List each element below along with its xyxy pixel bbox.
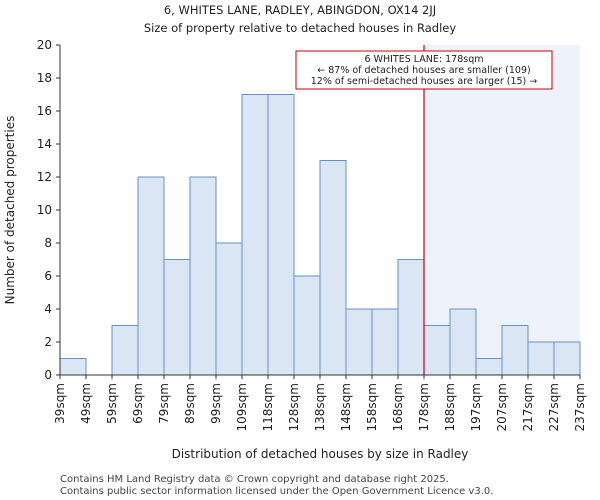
- x-tick-label: 59sqm: [105, 383, 119, 424]
- bar-99sqm: [215, 242, 243, 376]
- x-tick-label: 39sqm: [53, 383, 67, 424]
- y-tick-label: 6: [44, 269, 52, 283]
- annotation-box: 6 WHITES LANE: 178sqm ← 87% of detached …: [295, 50, 553, 90]
- bar-69sqm: [137, 176, 165, 376]
- y-tick-label: 8: [44, 236, 52, 250]
- bar-89sqm: [189, 176, 217, 376]
- footer-line-2: Contains public sector information licen…: [60, 486, 493, 497]
- y-tick-label: 4: [44, 302, 52, 316]
- y-ticks: 0 2 4 6 8 10 12 14 16 18 20: [37, 38, 60, 382]
- x-tick-label: 197sqm: [469, 383, 483, 431]
- x-tick-label: 49sqm: [79, 383, 93, 424]
- y-tick-label: 12: [37, 170, 52, 184]
- x-tick-label: 178sqm: [417, 383, 431, 431]
- bar-79sqm: [163, 259, 191, 376]
- y-tick-label: 18: [37, 71, 52, 85]
- annotation-border: [295, 50, 553, 90]
- y-tick-label: 20: [37, 38, 52, 52]
- y-tick-label: 0: [44, 368, 52, 382]
- x-tick-label: 188sqm: [443, 383, 457, 431]
- bar-227sqm: [553, 341, 581, 376]
- y-tick-label: 2: [44, 335, 52, 349]
- bar-138sqm: [319, 160, 347, 376]
- x-tick-label: 227sqm: [547, 383, 561, 431]
- y-tick-label: 14: [37, 137, 52, 151]
- x-tick-label: 217sqm: [521, 383, 535, 431]
- x-ticks: 39sqm 49sqm 59sqm 69sqm 79sqm 89sqm 99sqm 109sq…: [53, 375, 587, 431]
- y-tick-label: 10: [37, 203, 52, 217]
- x-tick-label: 99sqm: [209, 383, 223, 424]
- bar-207sqm: [501, 325, 529, 376]
- bar-197sqm: [475, 358, 503, 376]
- x-tick-label: 79sqm: [157, 383, 171, 424]
- annotation-line-2: ← 87% of detached houses are smaller (10…: [317, 65, 530, 76]
- x-tick-label: 138sqm: [313, 383, 327, 431]
- x-tick-label: 89sqm: [183, 383, 197, 424]
- bar-109sqm: [241, 94, 269, 376]
- bar-59sqm: [111, 325, 139, 376]
- y-tick-label: 16: [37, 104, 52, 118]
- annotation-line-1: 6 WHITES LANE: 178sqm: [365, 54, 484, 65]
- x-tick-label: 168sqm: [391, 383, 405, 431]
- chart-title: 6, WHITES LANE, RADLEY, ABINGDON, OX14 2…: [164, 3, 436, 17]
- bar-118sqm: [267, 94, 295, 376]
- footer-line-1: Contains HM Land Registry data © Crown c…: [60, 474, 449, 485]
- bar-217sqm: [527, 341, 555, 376]
- bar-178sqm: [423, 325, 451, 376]
- bars: [59, 94, 581, 376]
- bar-39sqm: [59, 358, 87, 376]
- chart-subtitle: Size of property relative to detached ho…: [144, 21, 457, 35]
- bar-158sqm: [371, 308, 399, 376]
- bar-188sqm: [449, 308, 477, 376]
- x-tick-label: 69sqm: [131, 383, 145, 424]
- x-tick-label: 237sqm: [573, 383, 587, 431]
- bar-148sqm: [345, 308, 373, 376]
- x-tick-label: 118sqm: [261, 383, 275, 431]
- bar-168sqm: [397, 259, 425, 376]
- x-tick-label: 109sqm: [235, 383, 249, 431]
- y-axis-label: Number of detached properties: [3, 116, 17, 305]
- x-tick-label: 148sqm: [339, 383, 353, 431]
- x-tick-label: 158sqm: [365, 383, 379, 431]
- x-axis-label: Distribution of detached houses by size …: [172, 447, 469, 461]
- annotation-line-3: 12% of semi-detached houses are larger (…: [311, 76, 538, 87]
- bar-128sqm: [293, 275, 321, 376]
- x-tick-label: 128sqm: [287, 383, 301, 431]
- x-tick-label: 207sqm: [495, 383, 509, 431]
